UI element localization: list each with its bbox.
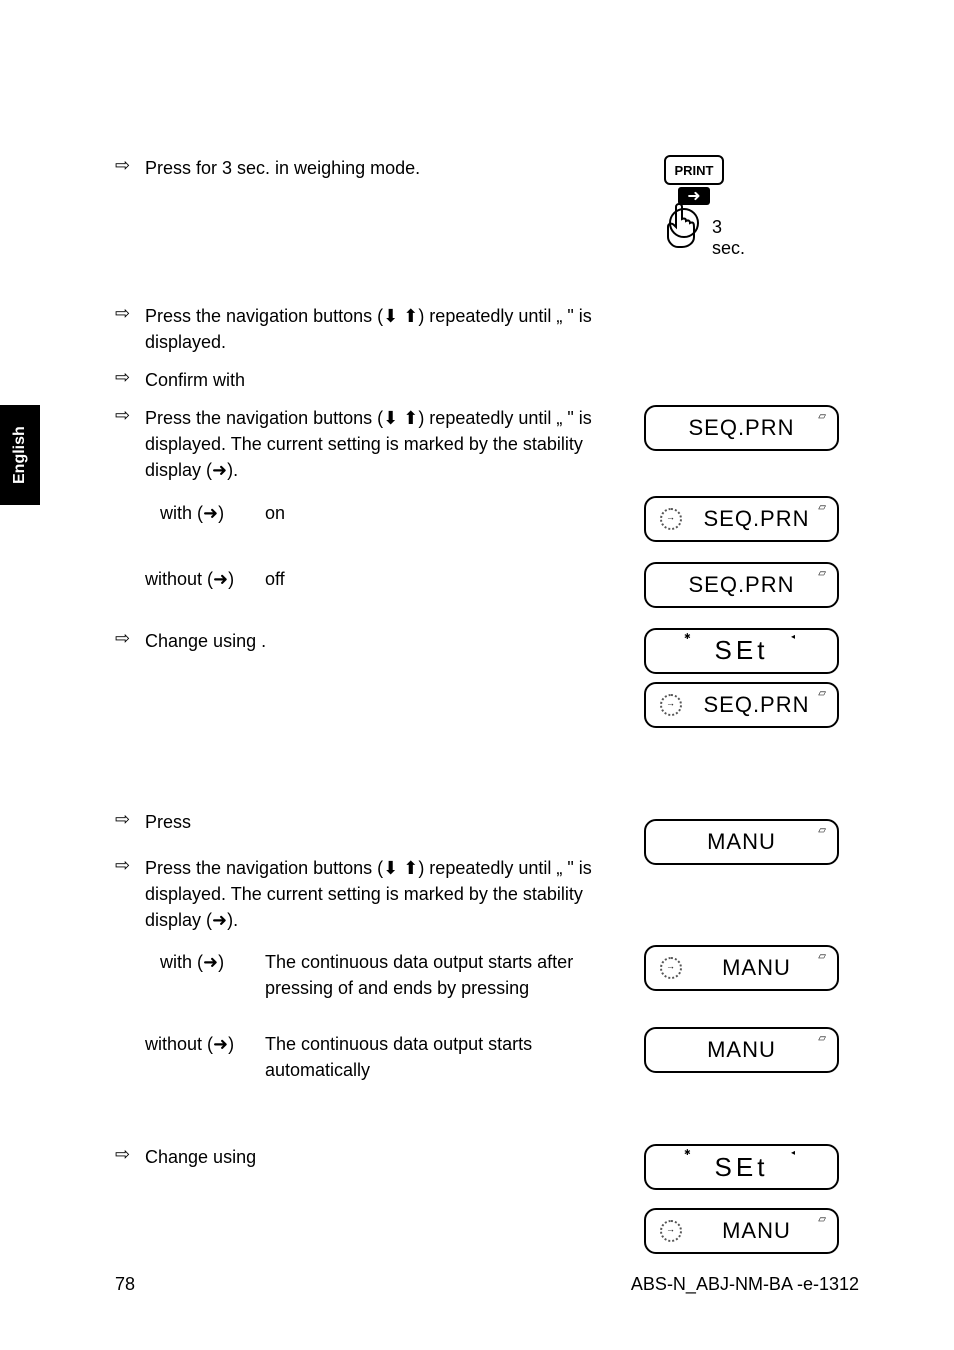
menu-icon: ▱ [818,502,827,513]
step-text: Change using [145,1144,624,1170]
lcd-display: MANU ▱ [644,1208,839,1254]
bullet-icon: ⇨ [115,809,145,830]
hand-icon [664,199,709,249]
lcd-display: MANU ▱ [644,1027,839,1073]
doc-id: ABS-N_ABJ-NM-BA -e-1312 [631,1274,859,1295]
duration-label: 3 sec. [712,217,745,259]
step-text: Press the navigation buttons (⬇ ⬆) repea… [145,855,624,933]
menu-icon: ▱ [818,1214,827,1225]
menu-icon: ▱ [818,951,827,962]
step-text: Confirm with [145,367,624,393]
bullet-icon: ⇨ [115,628,145,649]
lcd-display: MANU ▱ [644,945,839,991]
page-number: 78 [115,1274,135,1295]
bullet-icon: ⇨ [115,855,145,876]
spinner-icon [660,957,682,979]
option-desc: The continuous data output starts automa… [265,1031,624,1083]
bullet-icon: ⇨ [115,1144,145,1165]
menu-icon: ▱ [818,568,827,579]
menu-icon: ▱ [818,1033,827,1044]
page-footer: 78 ABS-N_ABJ-NM-BA -e-1312 [115,1274,859,1295]
option-desc: The continuous data output starts after … [265,949,624,1001]
bullet-icon: ⇨ [115,155,145,176]
lcd-display: MANU ▱ [644,819,839,865]
step-text: Press the navigation buttons (⬇ ⬆) repea… [145,303,624,355]
step-text: Press the navigation buttons (⬇ ⬆) repea… [145,405,624,483]
option-label: with (➜) [145,500,265,526]
print-label: PRINT [664,155,724,185]
star-icon: ◂ [791,1148,799,1157]
menu-icon: ▱ [818,411,827,422]
star-icon: ◂ [791,632,799,641]
star-icon: ✱ [684,632,695,641]
lcd-display: SEQ.PRN ▱ [644,682,839,728]
star-icon: ✱ [684,1148,695,1157]
print-button-graphic: PRINT ➜ 3 sec. [664,155,739,250]
option-value: on [265,500,624,526]
step-text: Press [145,809,624,835]
menu-icon: ▱ [818,825,827,836]
step-text: Change using . [145,628,624,654]
step-text: Press for 3 sec. in weighing mode. [145,155,624,181]
lcd-display: SEQ.PRN ▱ [644,405,839,451]
main-content: ⇨ Press for 3 sec. in weighing mode. PRI… [0,0,954,1262]
lcd-display: ✱ SEt ◂ [644,628,839,674]
lcd-display: SEQ.PRN ▱ [644,496,839,542]
bullet-icon: ⇨ [115,303,145,324]
option-value: off [265,566,624,592]
lcd-display: ✱ SEt ◂ [644,1144,839,1190]
option-label: without (➜) [145,566,265,592]
option-label: without (➜) [145,1031,265,1057]
spinner-icon [660,694,682,716]
lcd-display: SEQ.PRN ▱ [644,562,839,608]
menu-icon: ▱ [818,688,827,699]
bullet-icon: ⇨ [115,367,145,388]
option-label: with (➜) [145,949,265,975]
spinner-icon [660,508,682,530]
spinner-icon [660,1220,682,1242]
bullet-icon: ⇨ [115,405,145,426]
